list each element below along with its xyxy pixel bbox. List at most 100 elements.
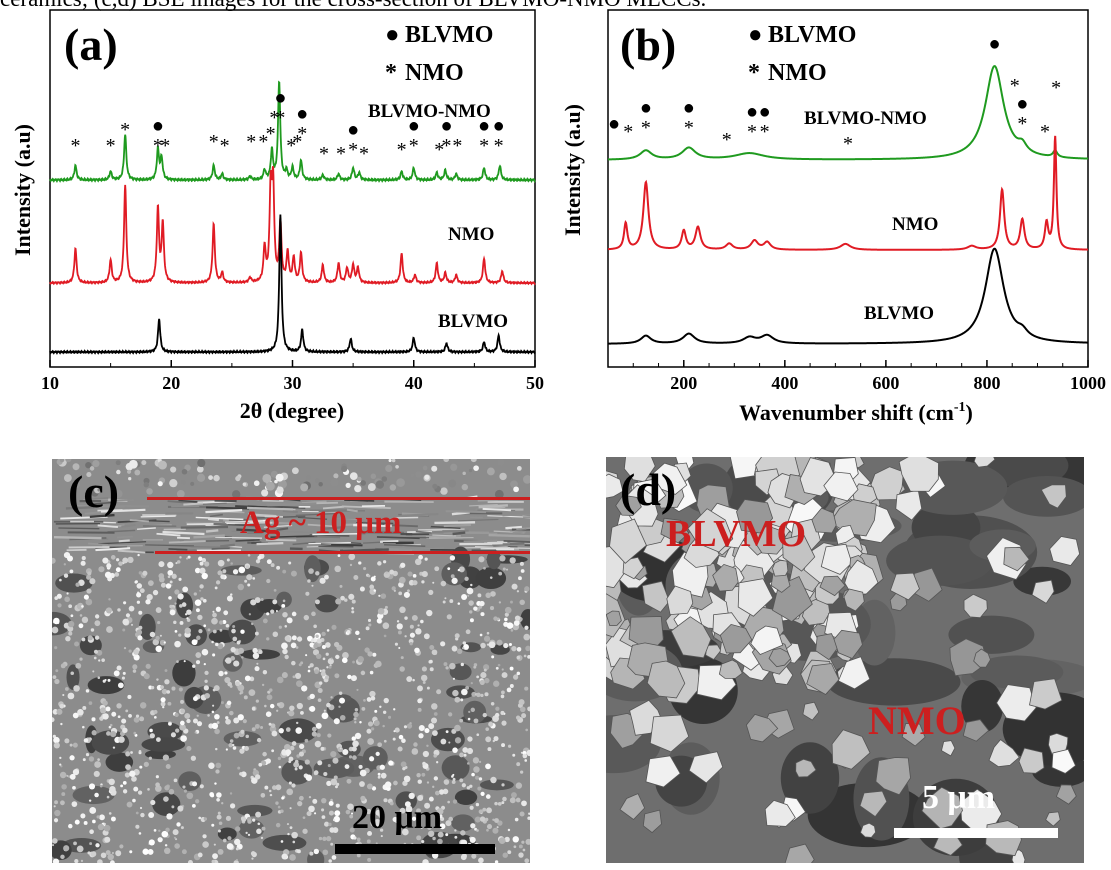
raman-blvmo-marker: ● — [746, 101, 758, 123]
raman-label-nmo: NMO — [892, 214, 938, 235]
xrd-series — [49, 80, 536, 355]
legend-blvmo-label: BLVMO — [768, 22, 856, 48]
xrd-nmo-marker: * — [246, 131, 256, 153]
xrd-phase-markers: * ***●* * * * ****●***●* * *●* * *●**●* *●*● — [70, 87, 504, 165]
raman-x-ticks: 200 400 600 800 1000 — [607, 360, 1106, 393]
xrd-x-tick-label: 20 — [162, 373, 180, 393]
scale-bar-c — [335, 844, 495, 854]
legend-nmo-label: NMO — [405, 60, 464, 86]
xrd-x-tick-label: 10 — [41, 373, 59, 393]
bse-micrograph-d: (d) BLVMO NMO 5 μm — [606, 457, 1084, 863]
xrd-x-axis-title: 2θ (degree) — [240, 398, 345, 423]
raman-x-axis-title: Wavenumber shift (cm-1) — [739, 400, 973, 425]
xrd-nmo-marker: * — [441, 135, 451, 157]
xrd-x-tick-label: 50 — [526, 373, 544, 393]
phase-label-nmo: NMO — [868, 698, 966, 743]
xrd-nmo-marker: * — [70, 135, 80, 157]
legend-dot-symbol: ● — [385, 22, 400, 48]
bse-micrograph-c: Ag ~ 10 μm (c) 20 μm — [52, 459, 530, 863]
figure-caption: ceramics; (c,d) BSE images for the cross… — [0, 0, 1111, 14]
xrd-blvmo-marker: ● — [152, 115, 164, 137]
bse-texture-c — [52, 459, 530, 863]
legend-blvmo-label: BLVMO — [405, 22, 493, 48]
raman-nmo-marker: * — [843, 133, 853, 155]
xrd-series-nmo-line — [49, 165, 536, 286]
raman-x-tick-label: 800 — [973, 373, 1000, 393]
raman-x-tick-label: 1000 — [1070, 373, 1106, 393]
raman-plot-frame — [607, 9, 1089, 368]
raman-series-nmo-line — [607, 135, 1089, 251]
xrd-panel-letter: (a) — [64, 19, 118, 70]
xrd-nmo-marker: * — [292, 131, 302, 153]
raman-label-blvmo-nmo: BLVMO-NMO — [804, 108, 927, 129]
legend-nmo-label: NMO — [768, 60, 827, 86]
xrd-nmo-marker: * — [258, 131, 268, 153]
xrd-nmo-marker: * — [275, 107, 285, 129]
raman-blvmo-marker: ● — [683, 97, 695, 119]
scale-bar-d — [894, 828, 1058, 838]
raman-blvmo-marker: ● — [759, 101, 771, 123]
legend-star-symbol: * — [748, 60, 760, 86]
xrd-x-ticks: 10 20 30 40 50 — [41, 360, 544, 393]
raman-blvmo-marker: ● — [640, 97, 652, 119]
xrd-nmo-marker: * — [434, 139, 444, 161]
raman-x-tick-label: 400 — [771, 373, 798, 393]
raman-nmo-marker: * — [641, 117, 651, 139]
micrograph-c-panel-letter: (c) — [68, 466, 120, 517]
xrd-nmo-marker: * — [452, 135, 462, 157]
xrd-nmo-marker: * — [479, 135, 489, 157]
xrd-nmo-marker: * — [120, 119, 130, 141]
legend-dot-symbol: ● — [748, 22, 763, 48]
raman-y-axis-title: Intensity (a.u) — [560, 104, 585, 236]
xrd-nmo-marker: * — [359, 143, 369, 165]
xrd-blvmo-marker: ● — [347, 119, 359, 141]
raman-nmo-marker: * — [760, 121, 770, 143]
raman-phase-markers: ● * *●*●* *●*●*●**●** — [608, 33, 1061, 155]
scale-bar-c-label: 20 μm — [352, 799, 443, 836]
ag-layer-bottom-line — [155, 551, 530, 554]
xrd-nmo-marker: * — [160, 135, 170, 157]
xrd-blvmo-marker: ● — [274, 87, 286, 109]
ag-layer-top-line — [147, 497, 530, 500]
xrd-nmo-marker: * — [336, 143, 346, 165]
raman-nmo-marker: * — [1051, 77, 1061, 99]
xrd-series-blvmo-nmo-line — [49, 80, 536, 183]
xrd-blvmo-marker: ● — [478, 115, 490, 137]
micrograph-d-panel-letter: (d) — [620, 464, 677, 515]
xrd-nmo-marker: * — [297, 123, 307, 145]
raman-nmo-marker: * — [684, 117, 694, 139]
ag-layer-label: Ag ~ 10 μm — [240, 505, 402, 541]
raman-series — [607, 65, 1089, 345]
xrd-nmo-marker: * — [209, 131, 219, 153]
legend-star-symbol: * — [385, 60, 397, 86]
xrd-nmo-marker: * — [153, 135, 163, 157]
xrd-nmo-marker: * — [319, 143, 329, 165]
raman-legend: ● BLVMO * NMO — [748, 22, 856, 86]
raman-nmo-marker: * — [623, 121, 633, 143]
raman-label-blvmo: BLVMO — [864, 303, 934, 324]
xrd-nmo-marker: * — [269, 107, 279, 129]
xrd-series-blvmo-line — [49, 214, 536, 355]
xrd-nmo-marker: * — [397, 139, 407, 161]
raman-series-blvmo-line — [607, 247, 1089, 345]
xrd-nmo-marker: * — [348, 139, 358, 161]
xrd-blvmo-marker: ● — [440, 115, 452, 137]
raman-blvmo-marker: ● — [608, 113, 620, 135]
raman-blvmo-marker: ● — [1016, 93, 1028, 115]
raman-panel-letter: (b) — [620, 19, 676, 70]
scale-bar-d-label: 5 μm — [922, 779, 996, 816]
raman-nmo-marker: * — [722, 129, 732, 151]
bse-texture-d — [606, 457, 1084, 863]
raman-nmo-marker: * — [1040, 121, 1050, 143]
xrd-panel: 10 20 30 40 50 (a) 2θ (degree) Intensity (a.… — [10, 9, 544, 423]
xrd-nmo-marker: * — [494, 135, 504, 157]
raman-nmo-marker: * — [1010, 75, 1020, 97]
raman-axes: 200 400 600 800 1000 (b) Wavenumber shift (c… — [560, 9, 1106, 425]
xrd-y-axis-title: Intensity (a.u) — [10, 124, 35, 256]
xrd-x-tick-label: 30 — [284, 373, 302, 393]
xrd-blvmo-marker: ● — [408, 115, 420, 137]
xrd-x-tick-label: 40 — [405, 373, 423, 393]
xrd-label-blvmo: BLVMO — [438, 311, 508, 332]
raman-blvmo-marker: ● — [988, 33, 1000, 55]
xrd-blvmo-marker: ● — [296, 103, 308, 125]
